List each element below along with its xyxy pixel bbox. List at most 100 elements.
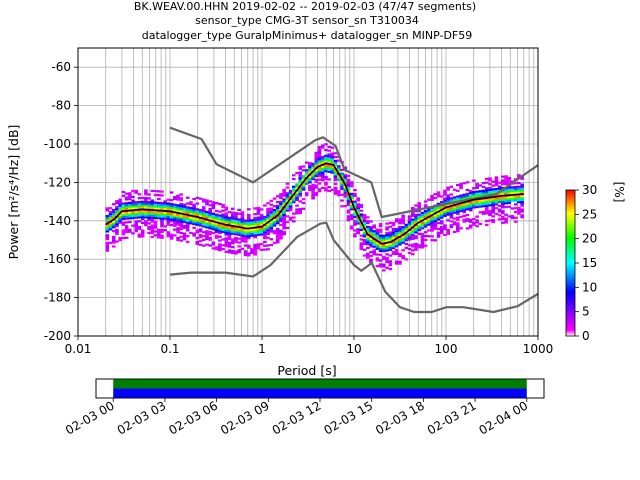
density-cell: [179, 231, 184, 235]
density-cell: [417, 246, 422, 249]
density-cell: [208, 227, 213, 230]
density-cell: [240, 232, 245, 235]
density-cell: [481, 189, 486, 192]
density-cell: [240, 215, 245, 218]
density-cell: [124, 215, 129, 218]
density-cell: [234, 250, 238, 253]
density-cell: [349, 208, 354, 211]
density-cell: [356, 197, 360, 200]
density-cell: [240, 230, 245, 233]
density-cell: [272, 214, 277, 217]
density-cell: [324, 170, 328, 173]
density-cell: [246, 221, 251, 224]
density-cell: [230, 249, 235, 253]
density-cell: [272, 241, 277, 244]
density-cell: [214, 213, 219, 216]
density-cell: [208, 207, 213, 211]
density-cell: [484, 181, 489, 184]
density-cell: [153, 190, 158, 193]
density-cell: [153, 234, 158, 237]
density-cell: [121, 194, 126, 197]
density-cell: [198, 224, 203, 227]
density-cell: [468, 191, 473, 195]
density-cell: [153, 213, 158, 216]
density-cell: [388, 260, 393, 263]
density-cell: [275, 231, 280, 234]
density-cell: [263, 204, 267, 207]
density-cell: [169, 235, 174, 238]
density-cell: [128, 197, 132, 201]
density-cell: [317, 157, 322, 160]
density-cell: [372, 251, 377, 254]
density-cell: [481, 199, 486, 202]
density-cell: [105, 226, 110, 229]
density-cell: [105, 249, 110, 252]
density-cell: [330, 167, 335, 170]
density-cell: [259, 227, 264, 230]
density-cell: [401, 214, 405, 217]
y-tick-label: -180: [44, 291, 71, 305]
density-cell: [189, 220, 193, 223]
density-cell: [462, 205, 467, 208]
density-cell: [275, 233, 280, 236]
density-cell: [179, 227, 184, 231]
density-cell: [185, 208, 190, 211]
density-cell: [446, 228, 450, 232]
density-cell: [362, 248, 367, 251]
density-cell: [478, 211, 483, 214]
density-cell: [189, 206, 193, 210]
density-cell: [221, 213, 225, 216]
density-cell: [156, 194, 161, 197]
density-cell: [115, 225, 119, 228]
density-cell: [446, 198, 450, 201]
density-cell: [121, 217, 126, 221]
density-cell: [317, 147, 322, 151]
density-cell: [182, 215, 187, 218]
density-cell: [497, 187, 502, 190]
density-cell: [134, 222, 139, 225]
density-cell: [398, 239, 402, 242]
density-cell: [298, 167, 303, 170]
density-cell: [163, 204, 167, 207]
density-cell: [121, 202, 126, 205]
density-cell: [359, 217, 364, 220]
density-cell: [304, 182, 309, 185]
density-cell: [269, 224, 274, 227]
density-cell: [288, 193, 293, 196]
density-cell: [234, 227, 238, 230]
density-cell: [153, 193, 158, 197]
density-cell: [501, 196, 505, 199]
density-cell: [359, 234, 364, 237]
density-cell: [237, 227, 241, 231]
timeline-band: [113, 379, 527, 389]
density-cell: [282, 219, 286, 222]
density-cell: [517, 206, 521, 210]
density-cell: [404, 227, 409, 230]
density-cell: [266, 225, 270, 228]
density-cell: [221, 224, 225, 228]
density-cell: [246, 229, 251, 232]
density-cell: [446, 188, 450, 191]
density-cell: [423, 213, 428, 217]
density-cell: [308, 179, 312, 182]
density-cell: [327, 153, 332, 156]
density-cell: [118, 215, 122, 219]
density-cell: [208, 225, 213, 228]
density-cell: [517, 191, 521, 194]
density-cell: [353, 235, 357, 238]
density-cell: [208, 209, 213, 213]
density-cell: [427, 212, 431, 215]
density-cell: [436, 235, 441, 238]
density-cell: [333, 175, 338, 178]
density-cell: [362, 214, 367, 217]
density-cell: [420, 246, 425, 249]
density-cell: [520, 191, 524, 194]
density-cell: [314, 161, 319, 164]
density-cell: [234, 223, 238, 226]
density-cell: [234, 240, 238, 244]
density-cell: [169, 199, 174, 202]
density-cell: [504, 219, 508, 222]
density-cell: [346, 180, 351, 183]
density-cell: [144, 197, 148, 200]
density-cell: [160, 230, 164, 234]
